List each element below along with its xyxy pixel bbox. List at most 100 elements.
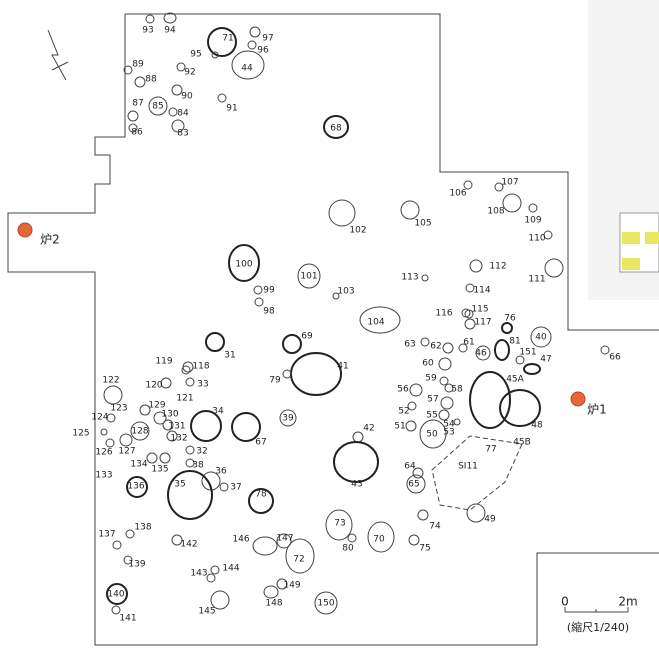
pit bbox=[171, 84, 183, 96]
feature-label: 150 bbox=[317, 599, 334, 609]
feature-label: 90 bbox=[181, 92, 193, 102]
pit bbox=[231, 50, 265, 80]
scale-note: (縮尺1/240) bbox=[567, 620, 629, 634]
feature-label: 133 bbox=[95, 471, 112, 481]
pit bbox=[160, 377, 172, 389]
pit bbox=[444, 383, 454, 393]
feature-label: 147 bbox=[276, 534, 293, 544]
feature-label: 42 bbox=[363, 424, 374, 434]
feature-label: SI11 bbox=[458, 462, 478, 472]
feature-label: 149 bbox=[283, 581, 300, 591]
pit bbox=[126, 476, 148, 498]
pit bbox=[347, 533, 357, 543]
feature-label: 101 bbox=[300, 272, 317, 282]
feature-label: 92 bbox=[184, 68, 195, 78]
feature-label: 102 bbox=[349, 226, 366, 236]
feature-label: 137 bbox=[98, 530, 115, 540]
pit bbox=[130, 421, 150, 441]
feature-label: 43 bbox=[351, 480, 362, 490]
pit bbox=[176, 62, 186, 72]
pit bbox=[105, 438, 115, 448]
feature-label: 39 bbox=[282, 414, 294, 424]
pit bbox=[359, 306, 401, 334]
pit bbox=[543, 230, 553, 240]
feature-label: 53 bbox=[443, 428, 454, 438]
feature-label: 59 bbox=[425, 374, 437, 384]
feature-label: 139 bbox=[128, 560, 145, 570]
feature-label: 146 bbox=[232, 535, 249, 545]
pit bbox=[420, 337, 430, 347]
pit bbox=[123, 65, 133, 75]
feature-label: 33 bbox=[197, 380, 208, 390]
feature-label: 120 bbox=[145, 381, 162, 391]
feature-label: 63 bbox=[404, 340, 415, 350]
pit bbox=[528, 203, 538, 213]
feature-label: 77 bbox=[485, 445, 496, 455]
feature-label: 134 bbox=[130, 460, 147, 470]
feature-label: 100 bbox=[235, 260, 252, 270]
feature-label: 84 bbox=[177, 109, 189, 119]
pit bbox=[501, 322, 513, 334]
pit bbox=[421, 274, 429, 282]
feature-label: 81 bbox=[509, 337, 520, 347]
pit bbox=[123, 555, 133, 565]
feature-label: 97 bbox=[262, 34, 273, 44]
pit bbox=[228, 244, 260, 282]
feature-label: 48 bbox=[531, 421, 543, 431]
feature-label: 118 bbox=[192, 362, 209, 372]
pit bbox=[332, 292, 340, 300]
pit bbox=[139, 404, 151, 416]
feature-label: 85 bbox=[152, 102, 163, 112]
pit bbox=[252, 536, 278, 556]
feature-label: 67 bbox=[255, 438, 266, 448]
pit bbox=[247, 40, 257, 50]
feature-label: 87 bbox=[132, 99, 143, 109]
feature-label: 89 bbox=[132, 60, 144, 70]
pit bbox=[530, 326, 552, 348]
feature-label: 93 bbox=[142, 26, 153, 36]
pit bbox=[465, 283, 475, 293]
feature-label: 57 bbox=[427, 395, 438, 405]
feature-label: 107 bbox=[501, 178, 518, 188]
pit bbox=[162, 419, 174, 431]
pit bbox=[100, 428, 108, 436]
feature-label: 142 bbox=[180, 540, 197, 550]
feature-label: 40 bbox=[535, 333, 547, 343]
pit bbox=[185, 458, 195, 468]
feature-label: 109 bbox=[524, 216, 541, 226]
pit bbox=[352, 431, 364, 443]
feature-label: 141 bbox=[119, 614, 136, 624]
pit bbox=[171, 119, 185, 133]
feature-label: 80 bbox=[342, 544, 354, 554]
feature-label: 37 bbox=[230, 483, 241, 493]
pit bbox=[463, 180, 473, 190]
pit bbox=[412, 467, 424, 479]
pit bbox=[323, 115, 349, 139]
feature-label: 127 bbox=[118, 447, 135, 457]
pit bbox=[217, 93, 227, 103]
feature-label: 45A bbox=[506, 375, 524, 385]
feature-label: 34 bbox=[212, 407, 224, 417]
feature-label: 111 bbox=[528, 275, 545, 285]
pit-dwelling-outline bbox=[431, 435, 523, 511]
hearth bbox=[17, 222, 33, 238]
feature-label: 74 bbox=[429, 522, 441, 532]
feature-label: 86 bbox=[131, 128, 143, 138]
feature-label: 129 bbox=[148, 401, 165, 411]
feature-label: 55 bbox=[426, 411, 437, 421]
pit bbox=[146, 452, 158, 464]
feature-label: 64 bbox=[404, 462, 416, 472]
feature-label: 136 bbox=[127, 482, 144, 492]
feature-label: 128 bbox=[131, 427, 148, 437]
pit bbox=[276, 578, 288, 590]
feature-label: 110 bbox=[528, 234, 545, 244]
feature-label: 144 bbox=[222, 564, 239, 574]
feature-label: 145 bbox=[198, 607, 215, 617]
feature-label: 58 bbox=[451, 385, 463, 395]
pit bbox=[406, 474, 426, 494]
feature-label: 115 bbox=[471, 305, 488, 315]
feature-label: 122 bbox=[102, 376, 119, 386]
pit bbox=[163, 12, 177, 24]
feature-label: 113 bbox=[401, 273, 418, 283]
pit bbox=[405, 420, 417, 432]
